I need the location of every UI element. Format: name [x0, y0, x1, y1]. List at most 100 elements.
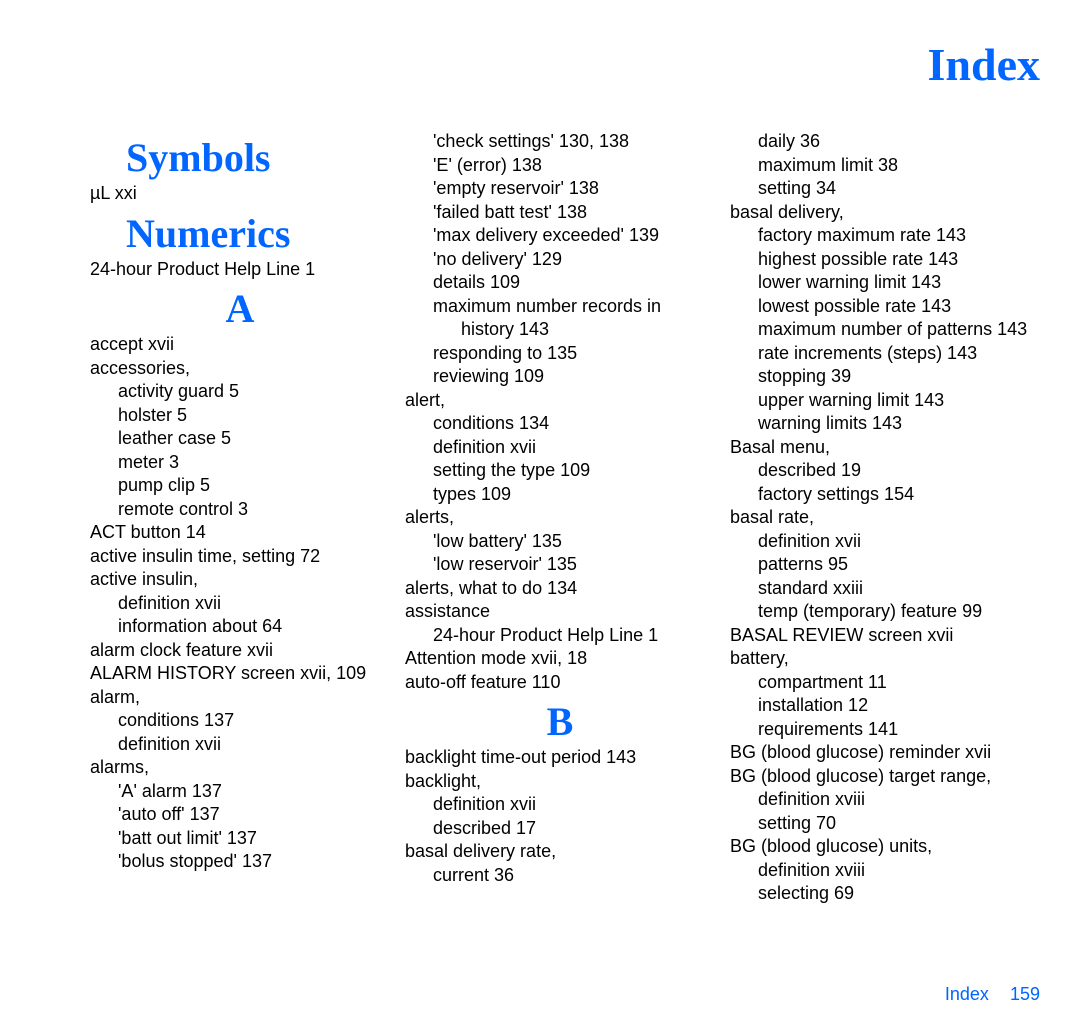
index-subentry: 'E' (error) 138: [405, 154, 715, 178]
index-subentry: definition xvii: [730, 530, 1040, 554]
index-subentry: 'empty reservoir' 138: [405, 177, 715, 201]
index-subentry: standard xxiii: [730, 577, 1040, 601]
index-page: Index Symbols µL xxi Numerics 24-hour Pr…: [0, 0, 1080, 1033]
index-subentry: information about 64: [90, 615, 390, 639]
index-subentry: history 143: [405, 318, 715, 342]
index-entry: µL xxi: [90, 182, 390, 206]
index-subentry: 'check settings' 130, 138: [405, 130, 715, 154]
index-subentry: 24-hour Product Help Line 1: [405, 624, 715, 648]
index-subentry: 'batt out limit' 137: [90, 827, 390, 851]
heading-a: A: [90, 287, 390, 331]
index-subentry: described 17: [405, 817, 715, 841]
index-subentry: highest possible rate 143: [730, 248, 1040, 272]
index-subentry: definition xviii: [730, 859, 1040, 883]
index-entry: alert,: [405, 389, 715, 413]
index-entry: BG (blood glucose) units,: [730, 835, 1040, 859]
index-subentry: patterns 95: [730, 553, 1040, 577]
index-entry: basal rate,: [730, 506, 1040, 530]
index-entry: ALARM HISTORY screen xvii, 109: [90, 662, 390, 686]
index-subentry: daily 36: [730, 130, 1040, 154]
index-entry: battery,: [730, 647, 1040, 671]
index-entry: Basal menu,: [730, 436, 1040, 460]
index-subentry: requirements 141: [730, 718, 1040, 742]
index-entry: alerts, what to do 134: [405, 577, 715, 601]
index-subentry: selecting 69: [730, 882, 1040, 906]
index-subentry: leather case 5: [90, 427, 390, 451]
index-subentry: 'auto off' 137: [90, 803, 390, 827]
index-subentry: remote control 3: [90, 498, 390, 522]
index-subentry: conditions 134: [405, 412, 715, 436]
index-subentry: 'low reservoir' 135: [405, 553, 715, 577]
index-subentry: 'failed batt test' 138: [405, 201, 715, 225]
index-entry: alarms,: [90, 756, 390, 780]
index-subentry: installation 12: [730, 694, 1040, 718]
index-subentry: warning limits 143: [730, 412, 1040, 436]
index-entry: alarm,: [90, 686, 390, 710]
index-entry: Attention mode xvii, 18: [405, 647, 715, 671]
column-3: daily 36 maximum limit 38 setting 34 bas…: [730, 130, 1040, 963]
index-subentry: maximum limit 38: [730, 154, 1040, 178]
footer: Index 159: [945, 984, 1040, 1005]
index-subentry: factory maximum rate 143: [730, 224, 1040, 248]
index-subentry: definition xviii: [730, 788, 1040, 812]
index-subentry: conditions 137: [90, 709, 390, 733]
index-subentry: setting 70: [730, 812, 1040, 836]
index-entry: BG (blood glucose) reminder xvii: [730, 741, 1040, 765]
index-subentry: reviewing 109: [405, 365, 715, 389]
heading-symbols: Symbols: [126, 136, 390, 180]
index-subentry: lower warning limit 143: [730, 271, 1040, 295]
index-subentry: temp (temporary) feature 99: [730, 600, 1040, 624]
index-subentry: upper warning limit 143: [730, 389, 1040, 413]
column-1: Symbols µL xxi Numerics 24-hour Product …: [90, 130, 390, 963]
index-entry: accessories,: [90, 357, 390, 381]
index-entry: alarm clock feature xvii: [90, 639, 390, 663]
page-title: Index: [928, 38, 1040, 91]
index-subentry: details 109: [405, 271, 715, 295]
index-subentry: responding to 135: [405, 342, 715, 366]
index-subentry: types 109: [405, 483, 715, 507]
index-subentry: definition xvii: [405, 436, 715, 460]
index-entry: 24-hour Product Help Line 1: [90, 258, 390, 282]
index-subentry: described 19: [730, 459, 1040, 483]
index-subentry: 'no delivery' 129: [405, 248, 715, 272]
index-entry: basal delivery rate,: [405, 840, 715, 864]
index-entry: ACT button 14: [90, 521, 390, 545]
index-subentry: compartment 11: [730, 671, 1040, 695]
index-entry: BASAL REVIEW screen xvii: [730, 624, 1040, 648]
index-subentry: definition xvii: [90, 733, 390, 757]
heading-b: B: [405, 700, 715, 744]
index-subentry: activity guard 5: [90, 380, 390, 404]
column-2: 'check settings' 130, 138 'E' (error) 13…: [405, 130, 715, 963]
index-subentry: meter 3: [90, 451, 390, 475]
index-subentry: pump clip 5: [90, 474, 390, 498]
index-entry: BG (blood glucose) target range,: [730, 765, 1040, 789]
index-entry: basal delivery,: [730, 201, 1040, 225]
index-subentry: 'low battery' 135: [405, 530, 715, 554]
index-subentry: setting the type 109: [405, 459, 715, 483]
index-subentry: 'A' alarm 137: [90, 780, 390, 804]
index-entry: assistance: [405, 600, 715, 624]
index-subentry: rate increments (steps) 143: [730, 342, 1040, 366]
index-subentry: factory settings 154: [730, 483, 1040, 507]
heading-numerics: Numerics: [126, 212, 390, 256]
index-entry: active insulin,: [90, 568, 390, 592]
index-entry: alerts,: [405, 506, 715, 530]
footer-page-number: 159: [1010, 984, 1040, 1004]
footer-label: Index: [945, 984, 989, 1004]
index-subentry: definition xvii: [90, 592, 390, 616]
index-entry: active insulin time, setting 72: [90, 545, 390, 569]
index-subentry: stopping 39: [730, 365, 1040, 389]
index-subentry: maximum number of patterns 143: [730, 318, 1040, 342]
index-subentry: setting 34: [730, 177, 1040, 201]
index-subentry: definition xvii: [405, 793, 715, 817]
index-subentry: maximum number records in: [405, 295, 715, 319]
index-entry: accept xvii: [90, 333, 390, 357]
index-subentry: 'max delivery exceeded' 139: [405, 224, 715, 248]
index-entry: backlight time-out period 143: [405, 746, 715, 770]
index-entry: auto-off feature 110: [405, 671, 715, 695]
index-subentry: lowest possible rate 143: [730, 295, 1040, 319]
columns: Symbols µL xxi Numerics 24-hour Product …: [90, 130, 1040, 963]
index-subentry: holster 5: [90, 404, 390, 428]
index-subentry: 'bolus stopped' 137: [90, 850, 390, 874]
index-entry: backlight,: [405, 770, 715, 794]
